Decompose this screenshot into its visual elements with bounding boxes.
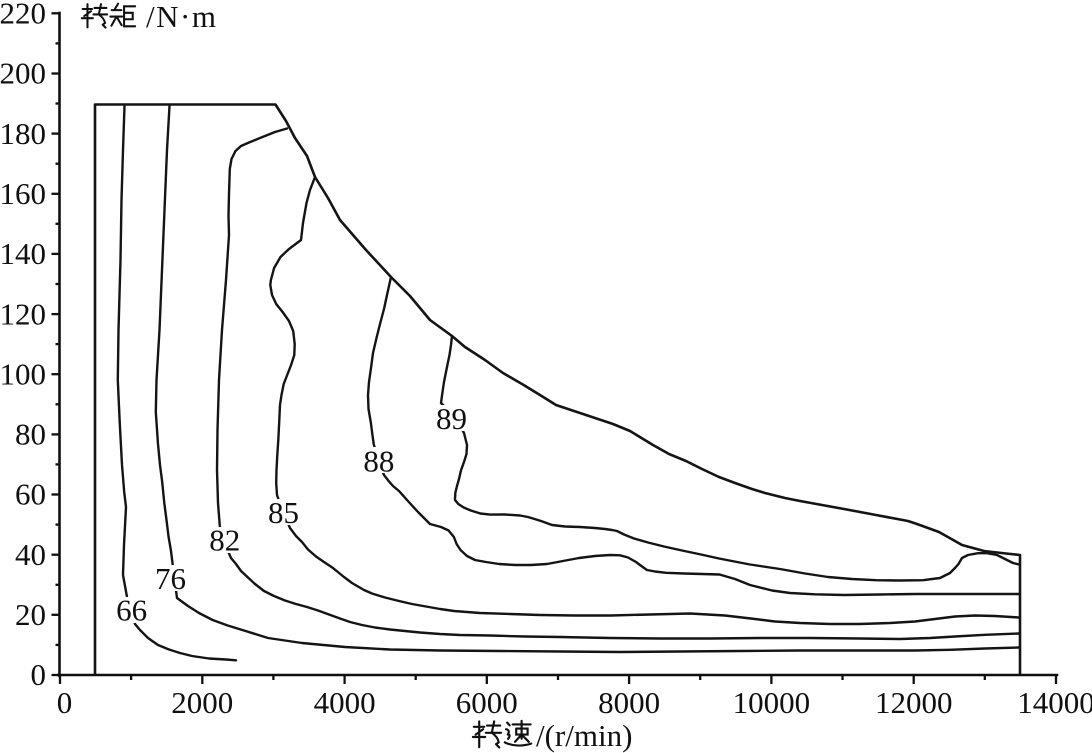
svg-text:85: 85 (268, 495, 299, 530)
svg-text:76: 76 (155, 561, 186, 596)
svg-text:89: 89 (436, 401, 467, 436)
svg-text:/(r/min): /(r/min) (536, 718, 632, 753)
svg-text:14000: 14000 (1017, 685, 1092, 720)
svg-text:66: 66 (116, 593, 147, 628)
svg-text:180: 180 (0, 116, 46, 151)
svg-text:140: 140 (0, 236, 46, 271)
svg-text:100: 100 (0, 356, 46, 391)
svg-text:6000: 6000 (456, 685, 518, 720)
svg-text:82: 82 (209, 523, 240, 558)
svg-text:4000: 4000 (314, 685, 376, 720)
svg-text:0: 0 (57, 685, 73, 720)
svg-text:40: 40 (15, 537, 46, 572)
svg-text:88: 88 (363, 444, 394, 479)
svg-text:/N·m: /N·m (146, 0, 217, 34)
svg-text:0: 0 (31, 657, 47, 692)
svg-text:10000: 10000 (733, 685, 811, 720)
svg-text:220: 220 (0, 0, 46, 31)
svg-text:120: 120 (0, 296, 46, 331)
svg-text:80: 80 (15, 417, 46, 452)
svg-text:200: 200 (0, 56, 46, 91)
svg-text:8000: 8000 (598, 685, 660, 720)
svg-text:2000: 2000 (171, 685, 233, 720)
svg-text:12000: 12000 (875, 685, 953, 720)
svg-text:160: 160 (0, 176, 46, 211)
svg-text:20: 20 (15, 597, 46, 632)
svg-text:60: 60 (15, 477, 46, 512)
